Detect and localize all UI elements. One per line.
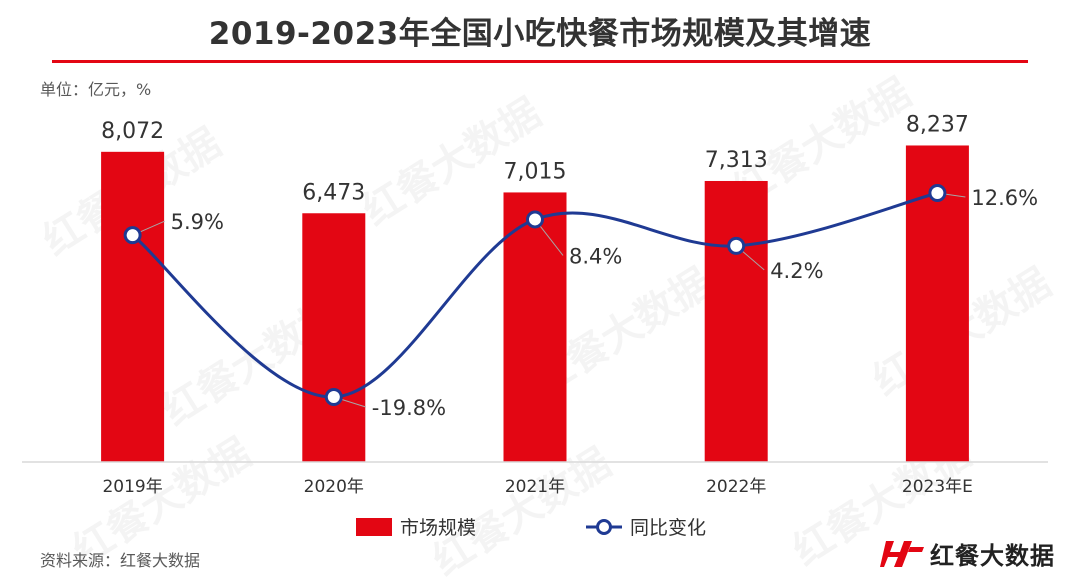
- line-point: [526, 210, 544, 229]
- source-label: 资料来源：红餐大数据: [40, 551, 201, 570]
- growth-line: [131, 191, 938, 399]
- bar: [302, 213, 366, 462]
- line-point: [123, 226, 142, 245]
- bar: [704, 180, 768, 463]
- brand-name: 红餐大数据: [930, 542, 1055, 570]
- x-tick-label: 2021年: [505, 477, 565, 497]
- bar: [101, 151, 165, 462]
- legend-swatch-marker: [596, 519, 612, 535]
- bar-value-label: 8,072: [101, 119, 164, 144]
- hc-logo-icon: [880, 540, 924, 567]
- legend-label-line: 同比变化: [630, 517, 706, 539]
- bar-series: [101, 145, 969, 463]
- title-underline: [52, 60, 1028, 63]
- line-value-label: 5.9%: [171, 210, 224, 234]
- line-value-label: -19.8%: [372, 396, 446, 420]
- line-point: [727, 236, 746, 255]
- x-tick-label: 2019年: [102, 477, 162, 497]
- bar: [503, 192, 567, 463]
- bar-value-label: 6,473: [302, 180, 365, 205]
- line-series: 5.9% -19.8% 8.4% 4.2% 12.6%: [123, 184, 1038, 420]
- brand-mark: 红餐大数据: [880, 536, 1055, 571]
- x-axis-tick-labels: 2019年 2020年 2021年 2022年 2023年E: [102, 477, 972, 497]
- line-value-label: 8.4%: [569, 244, 622, 268]
- line-point: [324, 388, 343, 406]
- bar-value-labels: 8,072 6,473 7,015 7,313 8,237: [101, 112, 969, 205]
- legend: 市场规模 同比变化: [356, 517, 706, 539]
- line-value-label: 12.6%: [971, 186, 1038, 210]
- bar-value-label: 7,313: [705, 148, 768, 173]
- chart-title: 2019-2023年全国小吃快餐市场规模及其增速: [208, 16, 872, 52]
- x-tick-label: 2022年: [706, 477, 766, 497]
- legend-label-bar: 市场规模: [400, 517, 476, 539]
- x-tick-label: 2023年E: [902, 477, 973, 497]
- unit-label: 单位：亿元，%: [40, 80, 152, 99]
- x-tick-label: 2020年: [304, 477, 364, 497]
- line-value-label: 4.2%: [770, 259, 823, 283]
- line-point: [928, 184, 947, 202]
- bar-value-label: 8,237: [906, 112, 969, 137]
- legend-swatch-bar: [356, 518, 392, 536]
- bar-value-label: 7,015: [504, 159, 567, 184]
